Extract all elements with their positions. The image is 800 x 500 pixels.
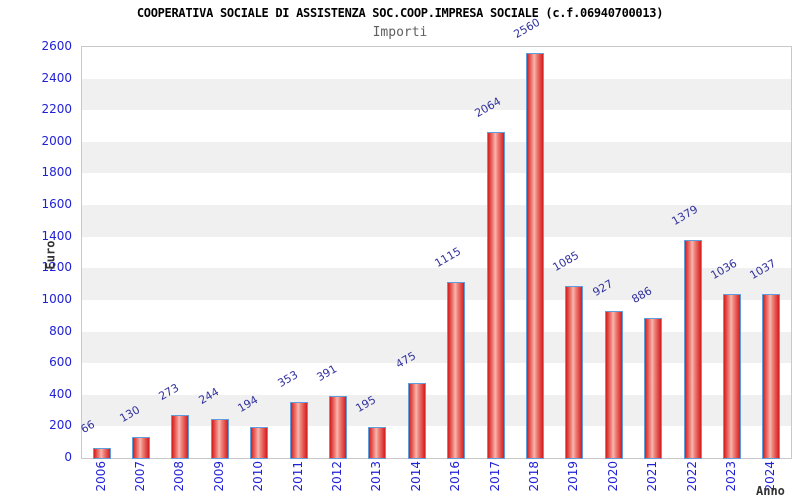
x-tick-label: 2019	[566, 461, 581, 492]
y-axis-label: Euro	[43, 240, 58, 270]
y-tick-label: 1200	[41, 260, 72, 275]
y-tick-label: 1000	[41, 291, 72, 306]
y-tick-label: 800	[49, 323, 72, 338]
x-tick-label: 2009	[211, 461, 226, 492]
y-grid-band	[82, 236, 791, 269]
x-axis-label: Anno	[756, 484, 785, 498]
bar	[407, 383, 426, 459]
bar	[368, 427, 387, 459]
y-grid-band	[82, 394, 791, 427]
y-tick-label: 2200	[41, 102, 72, 117]
x-tick-label: 2023	[723, 461, 738, 492]
x-tick-label: 2013	[369, 461, 384, 492]
bar	[486, 132, 505, 459]
chart-title: COOPERATIVA SOCIALE DI ASSISTENZA SOC.CO…	[136, 6, 664, 20]
y-tick-label: 2600	[41, 39, 72, 53]
y-grid-band	[82, 299, 791, 332]
bar	[762, 294, 781, 459]
x-tick-label: 2017	[487, 461, 502, 492]
x-tick-label: 2020	[605, 461, 620, 492]
x-tick-label: 2010	[251, 461, 266, 492]
plot-area	[81, 46, 792, 459]
x-tick-label: 2021	[645, 461, 660, 492]
y-tick-label: 1400	[41, 228, 72, 243]
y-grid-band	[82, 268, 791, 300]
y-tick-label: 1800	[41, 165, 72, 180]
x-tick-label: 2008	[172, 461, 187, 492]
x-tick-label: 2022	[684, 461, 699, 492]
bar	[447, 282, 466, 459]
x-tick-label: 2006	[93, 461, 108, 492]
y-tick-label: 200	[49, 418, 72, 433]
bar	[210, 419, 229, 459]
bar	[683, 240, 702, 459]
y-grid-band	[82, 110, 791, 142]
x-tick-label: 2018	[526, 461, 541, 492]
x-tick-label: 2011	[290, 461, 305, 492]
y-tick-label: 2000	[41, 133, 72, 148]
bar	[565, 286, 584, 459]
y-grid-band	[82, 47, 791, 79]
y-grid-band	[82, 141, 791, 174]
x-tick-label: 2014	[408, 461, 423, 492]
bar	[289, 402, 308, 459]
bar	[92, 448, 111, 459]
x-tick-label: 2007	[133, 461, 148, 492]
y-grid-band	[82, 363, 791, 395]
bar	[329, 396, 348, 459]
y-grid-band	[82, 426, 791, 458]
bar	[132, 437, 151, 459]
bar	[171, 415, 190, 459]
bar	[644, 318, 663, 459]
bar	[525, 53, 544, 459]
y-tick-label: 2400	[41, 70, 72, 85]
y-grid-band	[82, 78, 791, 111]
y-tick-label: 400	[49, 386, 72, 401]
chart-subtitle: Importi	[372, 25, 428, 40]
bar	[250, 427, 269, 459]
y-grid-band	[82, 205, 791, 237]
y-tick-label: 600	[49, 355, 72, 370]
bar	[722, 294, 741, 459]
bar	[604, 311, 623, 459]
y-tick-label: 1600	[41, 197, 72, 212]
x-tick-label: 2016	[448, 461, 463, 492]
y-grid-band	[82, 331, 791, 364]
y-tick-label: 0	[64, 450, 72, 464]
x-tick-label: 2012	[330, 461, 345, 492]
y-grid-band	[82, 173, 791, 206]
